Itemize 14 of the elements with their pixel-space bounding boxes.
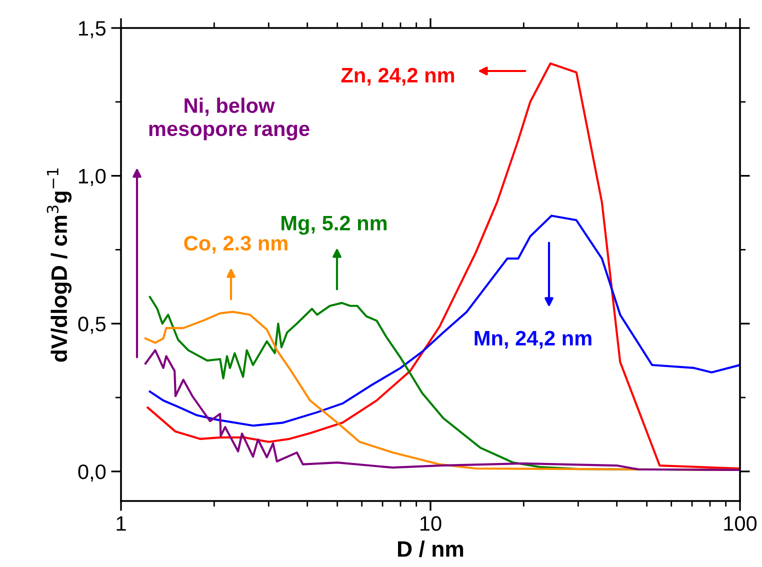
y-tick-label: 1,0 <box>79 168 106 186</box>
x-tick-label: 100 <box>724 516 757 531</box>
annotation: Zn, 24,2 nm <box>341 68 454 86</box>
annotation: Co, 2.3 nm <box>184 236 288 254</box>
y-axis-title: dV/dlogD / cm$^{3}$g$^{−1}$ <box>46 168 72 362</box>
y-tick-label: 0,0 <box>78 464 106 482</box>
y-tick-label: 1,5 <box>79 21 106 38</box>
annotation: Mg, 5.2 nm <box>282 216 387 235</box>
y-tick-label: 0,5 <box>78 316 106 334</box>
annotation: Mn, 24,2 nm <box>474 330 592 349</box>
x-tick-label: 10 <box>420 516 442 531</box>
x-tick-label: 1 <box>116 516 126 531</box>
annotation: Ni, below mesopore range <box>149 98 310 140</box>
x-axis-title: D / nm <box>398 540 464 558</box>
